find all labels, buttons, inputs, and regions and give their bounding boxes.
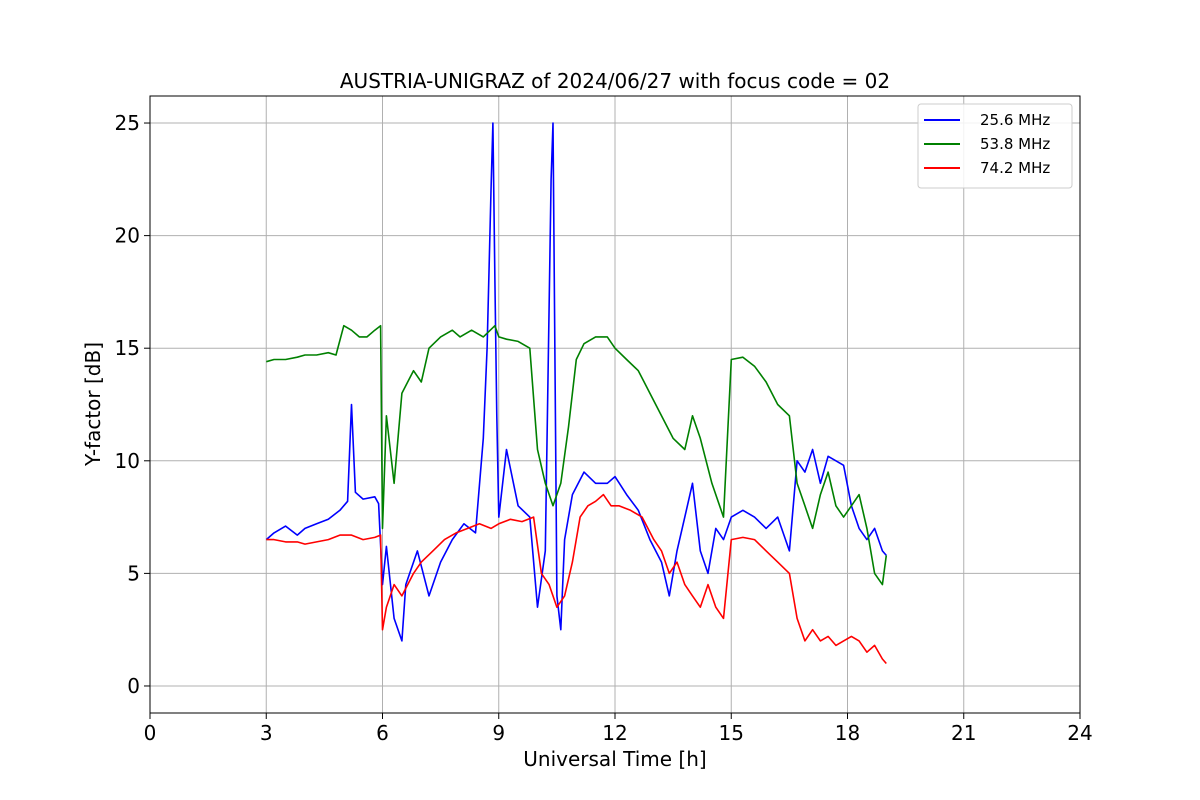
legend-entry: 53.8 MHz: [980, 135, 1050, 153]
x-tick-label: 24: [1067, 721, 1092, 745]
series-line-2: [266, 493, 887, 665]
x-tick-label: 6: [376, 721, 389, 745]
series-group: [265, 122, 888, 665]
y-axis-label: Y-factor [dB]: [81, 342, 105, 467]
x-tick-label: 3: [260, 721, 273, 745]
legend-entry: 74.2 MHz: [980, 159, 1050, 177]
y-axis-ticks: 0 5 10 15 20 25: [115, 111, 150, 698]
y-tick-label: 15: [115, 336, 140, 360]
y-tick-label: 10: [115, 449, 140, 473]
series-line-0: [265, 122, 887, 642]
y-tick-label: 20: [115, 224, 140, 248]
x-tick-label: 12: [602, 721, 627, 745]
chart-title: AUSTRIA-UNIGRAZ of 2024/06/27 with focus…: [340, 69, 890, 93]
series-line-1: [266, 324, 888, 586]
x-tick-label: 0: [144, 721, 157, 745]
x-tick-label: 21: [951, 721, 976, 745]
legend-entry: 25.6 MHz: [980, 111, 1050, 129]
y-tick-label: 25: [115, 111, 140, 135]
x-axis-ticks: 0 3 6 9 12 15 18 21 24: [144, 713, 1093, 745]
y-tick-label: 0: [127, 674, 140, 698]
x-axis-label: Universal Time [h]: [523, 747, 706, 771]
legend: 25.6 MHz 53.8 MHz 74.2 MHz: [917, 103, 1073, 189]
x-tick-label: 15: [719, 721, 744, 745]
x-tick-label: 18: [835, 721, 860, 745]
x-tick-label: 9: [492, 721, 505, 745]
y-tick-label: 5: [127, 561, 140, 585]
